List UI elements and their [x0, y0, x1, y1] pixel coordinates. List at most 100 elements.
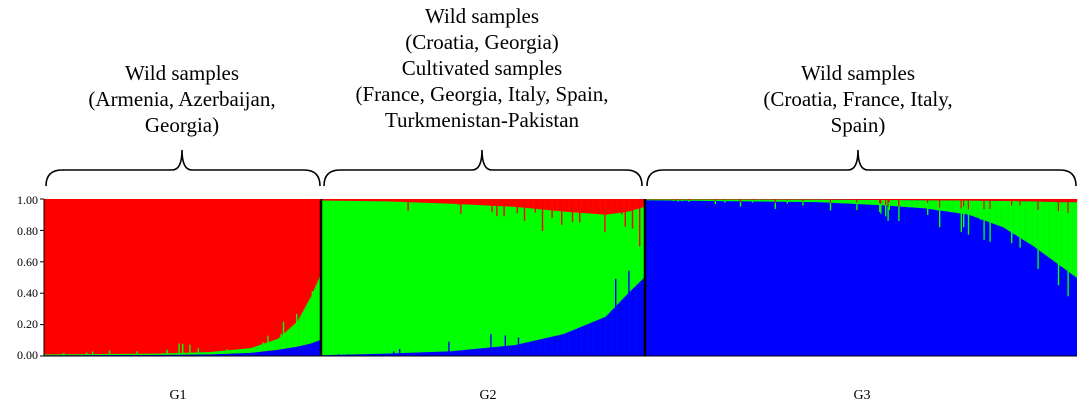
admixture-bar-green	[88, 354, 90, 356]
admixture-bar-blue	[287, 348, 289, 356]
admixture-bar-green	[77, 354, 79, 356]
admixture-bar-blue	[615, 278, 617, 356]
admixture-bar-green	[750, 199, 752, 202]
admixture-bar-blue	[131, 354, 133, 356]
admixture-bar-green	[311, 291, 313, 344]
admixture-bar-red	[379, 199, 382, 202]
admixture-bar-green	[796, 199, 798, 202]
admixture-bar-green	[143, 353, 145, 355]
admixture-bar-red	[937, 199, 940, 201]
admixture-bar-blue	[208, 354, 210, 356]
admixture-bar-red	[717, 199, 719, 200]
admixture-bar-blue	[303, 345, 305, 356]
admixture-bar-green	[899, 200, 901, 207]
admixture-bar-green	[1037, 209, 1039, 269]
admixture-bar-green	[118, 353, 120, 355]
admixture-bar-green	[766, 199, 768, 202]
admixture-bar-green	[765, 199, 767, 202]
admixture-bar-red	[833, 199, 835, 200]
admixture-bar-red	[708, 199, 710, 200]
admixture-bar-red	[431, 199, 433, 204]
admixture-bar-green	[312, 291, 315, 343]
admixture-bar-red	[901, 199, 904, 201]
admixture-bar-red	[696, 199, 698, 200]
g2-brace	[323, 149, 643, 187]
admixture-bar-green	[60, 354, 63, 356]
admixture-bar-blue	[604, 317, 606, 356]
admixture-bar-green	[224, 350, 226, 354]
admixture-bar-red	[569, 199, 571, 213]
admixture-bar-green	[688, 200, 690, 203]
admixture-bar-red	[999, 199, 1001, 201]
admixture-bar-green	[871, 199, 874, 205]
g1-brace	[45, 149, 321, 187]
admixture-bar-green	[1020, 201, 1022, 239]
admixture-bar-red	[963, 199, 965, 207]
admixture-bar-red	[420, 199, 422, 203]
admixture-bar-red	[454, 199, 456, 204]
admixture-bar-red	[588, 199, 590, 214]
admixture-bar-red	[468, 199, 470, 205]
admixture-bar-red	[545, 199, 547, 210]
admixture-bar-red	[635, 199, 637, 210]
admixture-bar-blue	[226, 353, 228, 356]
admixture-bar-blue	[242, 353, 244, 356]
admixture-bar-red	[455, 199, 457, 204]
admixture-bar-green	[134, 353, 136, 355]
admixture-bar-red	[694, 199, 696, 200]
admixture-bar-blue	[469, 349, 472, 356]
admixture-bar-green	[807, 199, 809, 203]
admixture-bar-red	[514, 199, 516, 207]
admixture-bar-blue	[155, 354, 157, 356]
admixture-bar-red	[791, 199, 793, 200]
admixture-bar-blue	[200, 354, 202, 356]
admixture-bar-red	[346, 199, 348, 201]
admixture-bar-green	[934, 200, 936, 210]
admixture-bar-blue	[292, 347, 294, 356]
admixture-bar-red	[462, 199, 464, 205]
admixture-bar-green	[891, 200, 893, 206]
admixture-bar-blue	[262, 351, 264, 356]
admixture-bar-red	[1035, 199, 1037, 202]
admixture-bar-green	[104, 354, 106, 356]
admixture-bar-green	[777, 199, 779, 202]
admixture-bar-blue	[165, 354, 167, 356]
admixture-bar-green	[972, 200, 974, 217]
admixture-bar-red	[371, 199, 373, 202]
admixture-bar-red	[541, 199, 544, 232]
admixture-bar-red	[739, 199, 742, 202]
admixture-bar-green	[106, 353, 108, 356]
admixture-bar-green	[910, 200, 912, 208]
admixture-bar-red	[843, 199, 845, 200]
admixture-bar-blue	[423, 352, 425, 356]
admixture-bar-green	[209, 352, 211, 355]
admixture-bar-blue	[232, 353, 234, 356]
admixture-bar-green	[1043, 201, 1045, 254]
admixture-bar-green	[274, 339, 276, 351]
admixture-bar-blue	[281, 349, 283, 356]
admixture-bar-red	[567, 199, 569, 212]
admixture-bar-red	[894, 199, 896, 201]
admixture-bar-red	[460, 199, 462, 214]
admixture-bar-red	[1062, 199, 1064, 203]
admixture-bar-red	[807, 199, 809, 200]
admixture-bar-blue	[514, 345, 516, 356]
admixture-bar-green	[269, 341, 271, 351]
admixture-bar-red	[634, 199, 636, 210]
admixture-bar-green	[984, 200, 986, 221]
admixture-bar-blue	[521, 343, 523, 356]
admixture-bar-green	[142, 353, 144, 355]
admixture-bar-blue	[436, 351, 438, 356]
admixture-bar-green	[916, 200, 918, 208]
admixture-bar-red	[723, 199, 725, 200]
admixture-bar-green	[188, 352, 190, 355]
admixture-bar-blue	[468, 349, 470, 356]
admixture-bar-green	[927, 202, 929, 215]
admixture-bar-green	[738, 199, 740, 202]
admixture-bar-red	[923, 199, 925, 201]
admixture-bar-red	[783, 199, 785, 200]
admixture-bar-blue	[210, 354, 213, 356]
admixture-bar-green	[198, 352, 201, 355]
admixture-bar-green	[227, 350, 229, 354]
admixture-bar-green	[120, 353, 123, 355]
